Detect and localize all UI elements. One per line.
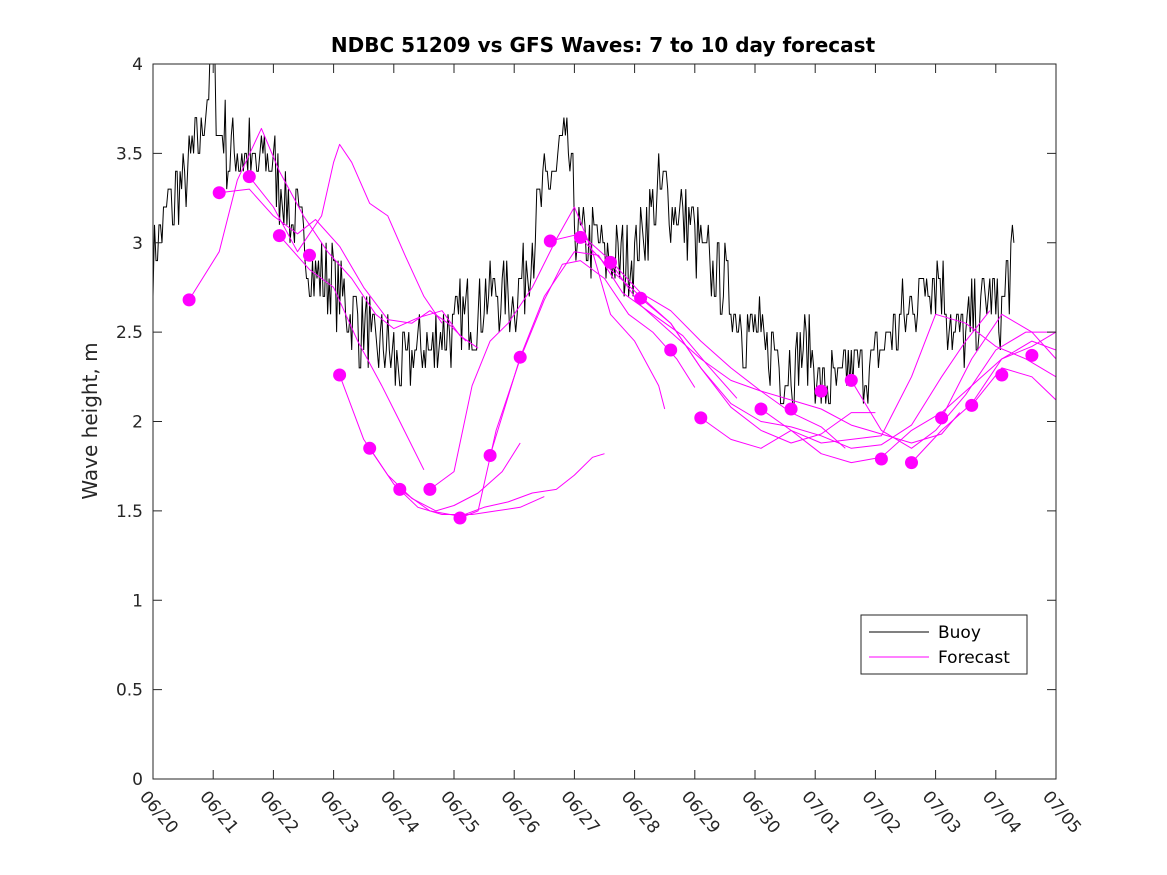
forecast-run-line <box>700 331 1056 464</box>
y-tick-label: 1.5 <box>116 502 143 522</box>
forecast-marker <box>573 230 587 244</box>
forecast-run-line <box>399 453 605 517</box>
forecast-run-line <box>459 260 696 519</box>
forecast-marker <box>754 402 768 416</box>
legend: Buoy Forecast <box>860 614 1028 675</box>
legend-buoy-label: Buoy <box>938 623 981 643</box>
forecast-marker <box>694 411 708 425</box>
y-tick-label: 2.5 <box>116 323 143 343</box>
y-tick-label: 0.5 <box>116 681 143 701</box>
forecast-run-line <box>489 251 738 456</box>
forecast-marker <box>664 343 678 357</box>
y-tick-label: 1 <box>132 591 143 611</box>
forecast-marker <box>242 170 256 184</box>
forecast-marker <box>784 402 798 416</box>
x-tick-label: 06/22 <box>256 787 303 837</box>
y-tick-label: 3 <box>132 234 143 254</box>
forecast-marker <box>604 255 617 269</box>
forecast-marker <box>513 350 527 364</box>
forecast-run-line <box>248 143 443 324</box>
legend-box <box>860 614 1028 675</box>
y-tick-label: 0 <box>132 770 143 790</box>
x-tick-label: 06/24 <box>376 787 423 837</box>
forecast-marker <box>423 482 437 496</box>
legend-forecast-label: Forecast <box>938 648 1010 668</box>
x-tick-label: 06/21 <box>195 787 242 837</box>
x-tick-label: 06/28 <box>617 787 664 837</box>
x-tick-label: 06/30 <box>737 787 784 837</box>
forecast-marker <box>874 452 888 466</box>
forecast-run-line <box>580 237 876 444</box>
forecast-marker <box>935 411 949 425</box>
forecast-marker <box>393 482 407 496</box>
x-tick-label: 06/27 <box>557 787 604 837</box>
y-axis-label: Wave height, m <box>78 342 102 499</box>
forecast-run-line <box>279 235 425 471</box>
forecast-marker <box>303 248 316 262</box>
x-tick-label: 06/25 <box>436 787 483 837</box>
x-tick-label: 06/26 <box>496 787 543 837</box>
x-tick-label: 07/02 <box>858 787 905 837</box>
forecast-run-line <box>640 297 991 449</box>
forecast-marker <box>1025 348 1039 362</box>
chart-title: NDBC 51209 vs GFS Waves: 7 to 10 day for… <box>331 33 876 57</box>
forecast-marker <box>905 456 918 470</box>
forecast-run-line <box>911 340 1056 463</box>
x-tick-label: 07/04 <box>978 787 1025 837</box>
forecast-run-line <box>188 127 479 349</box>
series-layer <box>153 64 1056 525</box>
forecast-marker <box>272 229 286 243</box>
y-axis: 0 0.5 1 1.5 2 2.5 3 3.5 4 <box>116 55 1056 790</box>
y-tick-label: 2 <box>132 413 143 433</box>
x-tick-label: 07/03 <box>918 787 965 837</box>
x-tick-label: 06/20 <box>135 787 182 837</box>
forecast-marker <box>543 234 557 248</box>
forecast-marker <box>995 368 1009 382</box>
forecast-run-line <box>941 313 1056 419</box>
buoy-line <box>153 64 1015 405</box>
x-tick-label: 07/01 <box>797 787 844 837</box>
y-tick-label: 3.5 <box>116 144 143 164</box>
forecast-run-line <box>429 206 666 490</box>
forecast-marker <box>483 449 497 462</box>
forecast-run-line <box>550 233 846 449</box>
x-tick-label: 06/23 <box>316 787 363 837</box>
forecast-marker <box>363 441 377 455</box>
forecast-run-line <box>850 331 1056 449</box>
forecast-run-line <box>610 262 961 444</box>
plot-area <box>153 64 1056 525</box>
forecast-marker <box>634 291 648 305</box>
forecast-run-line <box>971 367 1056 406</box>
forecast-marker <box>453 511 467 525</box>
y-tick-label: 4 <box>132 55 143 75</box>
x-tick-label: 07/05 <box>1038 787 1085 837</box>
forecast-marker <box>814 384 828 398</box>
forecast-marker <box>212 186 226 200</box>
forecast-marker <box>182 293 196 307</box>
forecast-run-line <box>760 313 1056 444</box>
forecast-marker <box>844 373 858 387</box>
x-tick-label: 06/29 <box>677 787 724 837</box>
forecast-marker <box>333 368 347 382</box>
forecast-marker <box>965 398 979 412</box>
forecast-run-line <box>219 188 467 342</box>
